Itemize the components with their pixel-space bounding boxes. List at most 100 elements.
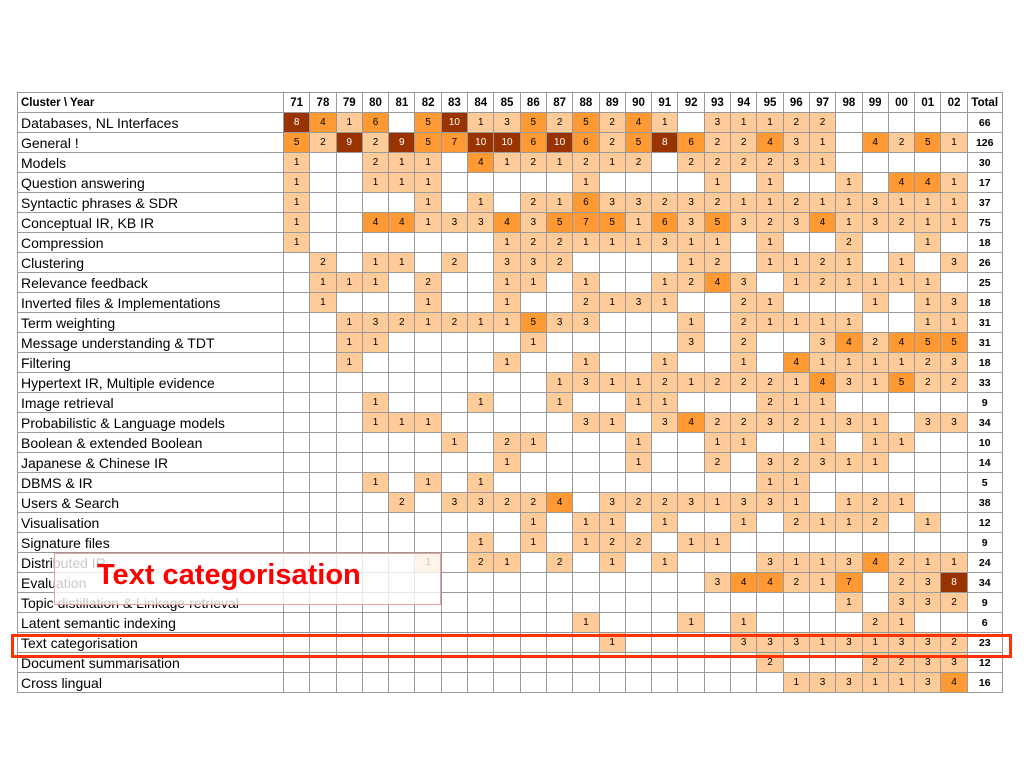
- count-cell: [493, 472, 521, 493]
- count-cell: 3: [782, 132, 810, 153]
- count-cell: 3: [914, 572, 942, 593]
- count-cell: [861, 312, 889, 333]
- count-cell: [887, 392, 916, 413]
- count-cell: 1: [730, 612, 758, 633]
- count-cell: 3: [887, 632, 916, 653]
- count-cell: 3: [572, 372, 600, 393]
- count-cell: [835, 112, 863, 133]
- count-cell: [335, 152, 363, 173]
- count-cell: [572, 672, 600, 693]
- count-cell: 1: [335, 112, 363, 133]
- count-cell: 2: [519, 192, 547, 213]
- count-cell: [545, 532, 574, 553]
- count-cell: [414, 452, 442, 473]
- count-cell: [835, 532, 863, 553]
- count-cell: [545, 612, 574, 633]
- count-cell: [335, 212, 363, 233]
- count-cell: 1: [782, 672, 810, 693]
- row-total: 18: [966, 232, 1003, 253]
- count-cell: 2: [361, 132, 390, 153]
- count-cell: 1: [703, 492, 732, 513]
- table-row: Models 1 2 1 1 4 1 2 1 2 1 2 2 2 2 2 3 1 30: [17, 152, 1003, 173]
- count-cell: 1: [335, 352, 363, 373]
- count-cell: [703, 672, 732, 693]
- count-cell: 2: [808, 252, 837, 273]
- count-cell: 1: [493, 452, 521, 473]
- count-cell: 1: [493, 232, 521, 253]
- count-cell: 3: [598, 192, 626, 213]
- count-cell: 1: [361, 272, 390, 293]
- count-cell: [835, 132, 863, 153]
- count-cell: [467, 252, 495, 273]
- count-cell: [887, 412, 916, 433]
- count-cell: [467, 592, 495, 613]
- count-cell: 2: [651, 372, 679, 393]
- count-cell: [361, 532, 390, 553]
- count-cell: [467, 332, 495, 353]
- count-cell: 4: [887, 172, 916, 193]
- count-cell: 1: [467, 312, 495, 333]
- count-cell: [677, 352, 705, 373]
- row-total: 126: [966, 132, 1003, 153]
- cluster-name: Models: [17, 152, 284, 173]
- count-cell: [309, 512, 337, 533]
- count-cell: [335, 252, 363, 273]
- count-cell: 1: [282, 172, 311, 193]
- count-cell: 2: [835, 232, 863, 253]
- count-cell: [467, 372, 495, 393]
- count-cell: 3: [598, 492, 626, 513]
- count-cell: 10: [545, 132, 574, 153]
- count-cell: [282, 292, 311, 313]
- count-cell: [940, 452, 968, 473]
- count-cell: [651, 672, 679, 693]
- count-cell: [545, 172, 574, 193]
- count-cell: 3: [835, 552, 863, 573]
- count-cell: 3: [808, 452, 837, 473]
- count-cell: 4: [388, 212, 416, 233]
- count-cell: 2: [756, 392, 784, 413]
- count-cell: [545, 292, 574, 313]
- count-cell: [282, 432, 311, 453]
- count-cell: 1: [309, 272, 337, 293]
- count-cell: [414, 492, 442, 513]
- count-cell: 1: [756, 172, 784, 193]
- count-cell: 2: [730, 312, 758, 333]
- cluster-name: Signature files: [17, 532, 284, 553]
- count-cell: [730, 672, 758, 693]
- table-row: Probabilistic & Language models 1 1 1 3 1 3 4 2 2…: [17, 412, 1003, 433]
- count-cell: 1: [493, 292, 521, 313]
- cluster-name: Cross lingual: [17, 672, 284, 693]
- count-cell: 1: [598, 552, 626, 573]
- count-cell: [282, 412, 311, 433]
- count-cell: [887, 112, 916, 133]
- count-cell: 2: [808, 112, 837, 133]
- count-cell: 2: [861, 512, 889, 533]
- count-cell: 1: [940, 552, 968, 573]
- count-cell: [440, 192, 469, 213]
- count-cell: [545, 592, 574, 613]
- year-header: 97: [808, 92, 837, 113]
- count-cell: 1: [545, 152, 574, 173]
- count-cell: 5: [914, 132, 942, 153]
- count-cell: [624, 552, 653, 573]
- count-cell: [598, 572, 626, 593]
- count-cell: 1: [493, 552, 521, 573]
- count-cell: [914, 472, 942, 493]
- row-total: 9: [966, 392, 1003, 413]
- count-cell: [730, 392, 758, 413]
- count-cell: 1: [335, 332, 363, 353]
- count-cell: 4: [835, 332, 863, 353]
- count-cell: [361, 352, 390, 373]
- count-cell: [545, 332, 574, 353]
- count-cell: [335, 412, 363, 433]
- count-cell: [282, 472, 311, 493]
- row-total: 14: [966, 452, 1003, 473]
- count-cell: 3: [782, 152, 810, 173]
- count-cell: 2: [756, 152, 784, 173]
- count-cell: [703, 292, 732, 313]
- count-cell: [756, 672, 784, 693]
- count-cell: 2: [598, 112, 626, 133]
- count-cell: [914, 392, 942, 413]
- count-cell: [861, 112, 889, 133]
- count-cell: [519, 292, 547, 313]
